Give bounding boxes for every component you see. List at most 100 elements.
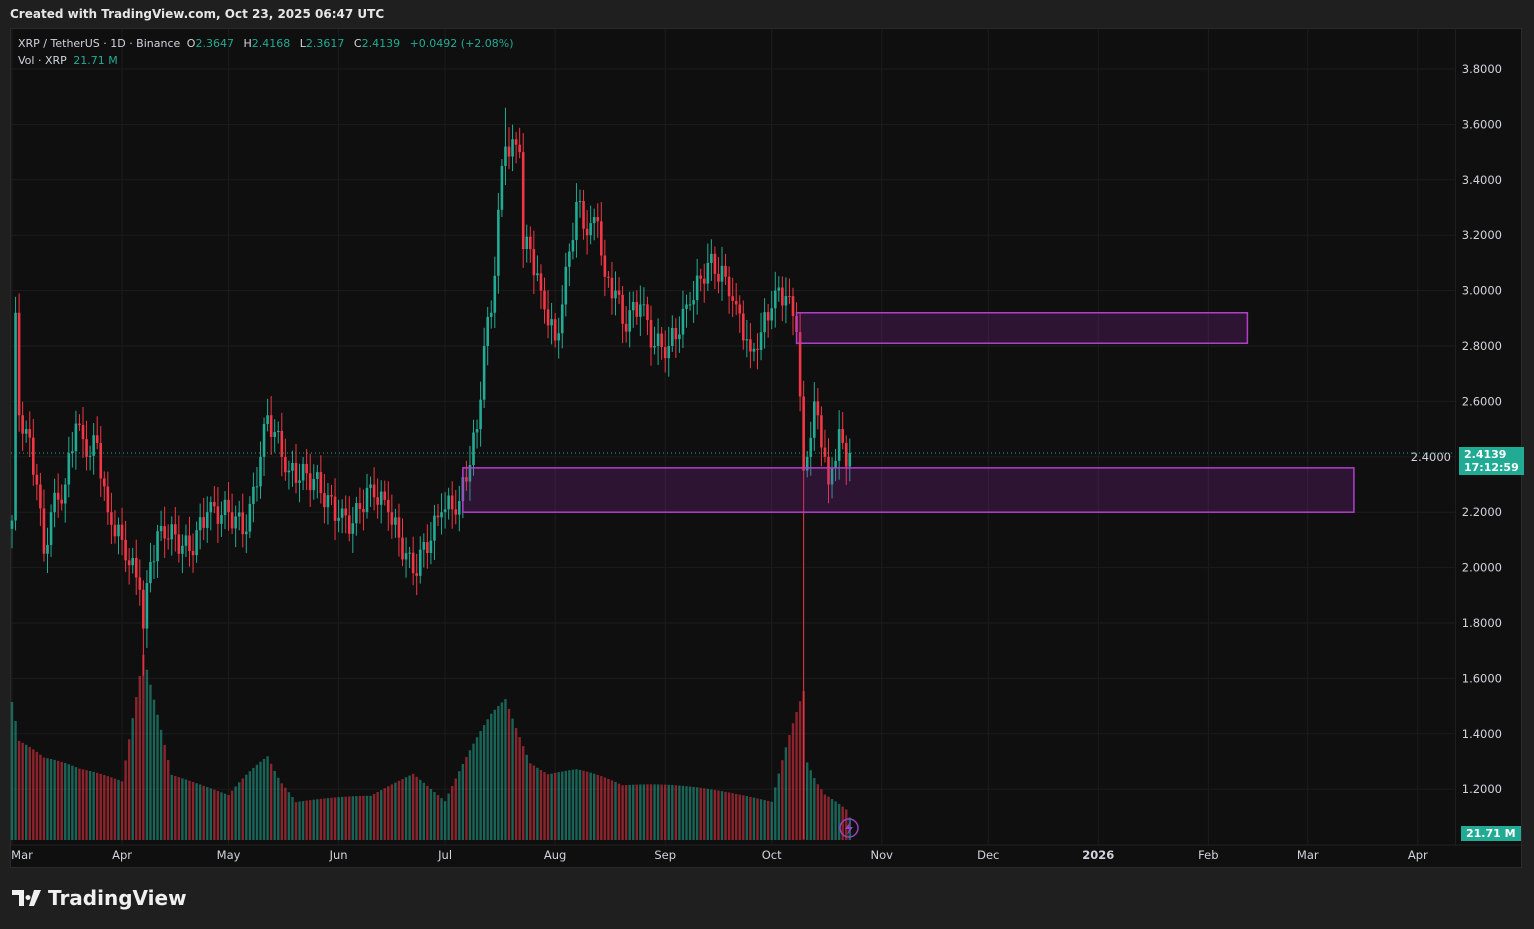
volume-bar xyxy=(266,756,269,840)
candle-body xyxy=(667,346,671,359)
candle-body xyxy=(252,486,255,504)
volume-bar xyxy=(671,785,674,840)
candle-body xyxy=(95,435,99,443)
volume-bar xyxy=(465,757,468,840)
candle-body xyxy=(649,319,653,348)
volume-bar xyxy=(273,770,276,840)
volume-bar xyxy=(568,770,571,840)
supply-demand-zone xyxy=(795,312,1249,344)
volume-bar xyxy=(752,797,756,840)
price-tick-label: 1.8000 xyxy=(1462,616,1502,630)
tradingview-logo[interactable]: TradingView xyxy=(12,886,187,910)
volume-bar xyxy=(376,791,379,840)
volume-bar xyxy=(287,792,291,840)
volume-bar xyxy=(387,786,390,840)
volume-bar xyxy=(191,781,195,840)
candle-body xyxy=(88,455,92,457)
candle-body xyxy=(450,495,454,510)
volume-bar xyxy=(309,800,312,840)
price-tick-label: 2.4000 xyxy=(1411,450,1451,464)
candle-body xyxy=(166,538,170,540)
volume-bar xyxy=(181,778,184,840)
candle-body xyxy=(127,560,131,566)
candle-body xyxy=(699,275,702,279)
candle-body xyxy=(184,535,188,546)
axes: 3.8000 3.6000 3.4000 3.2000 3.0000 2.8000 2.60… xyxy=(11,62,1521,862)
candle-body xyxy=(720,265,724,282)
tradingview-logo-icon xyxy=(12,890,41,906)
volume-bar xyxy=(543,772,546,840)
candle-body xyxy=(376,497,379,505)
candle-body xyxy=(678,334,681,340)
candle-body xyxy=(546,309,550,326)
candle-body xyxy=(188,535,191,551)
time-tick-label: Apr xyxy=(112,848,132,862)
top-bar: Created with TradingView.com, Oct 23, 20… xyxy=(0,0,1534,28)
volume-bar xyxy=(749,796,752,840)
volume-bar xyxy=(678,785,681,840)
volume-bar xyxy=(813,777,816,840)
candle-body xyxy=(262,423,266,457)
candle-body xyxy=(745,339,749,341)
volume-bar xyxy=(525,754,528,840)
candle-body xyxy=(163,526,166,539)
candle-body xyxy=(145,583,149,629)
candle-body xyxy=(220,515,223,524)
volume-bar xyxy=(784,747,788,840)
candle-body xyxy=(688,304,692,306)
candle-body xyxy=(316,472,319,479)
volume-bar xyxy=(656,784,660,840)
price-tick-label: 3.6000 xyxy=(1462,117,1502,131)
volume-bar xyxy=(468,750,472,840)
candle-body xyxy=(589,223,592,236)
candle-body xyxy=(525,236,529,250)
ohlc-row: XRP / TetherUS · 1D · Binance O2.3647 H2… xyxy=(18,35,517,52)
candle-body xyxy=(550,319,553,326)
volume-bar xyxy=(447,793,450,840)
candle-body xyxy=(742,313,745,341)
volume-bar xyxy=(745,796,749,840)
volume-bar xyxy=(74,767,78,840)
volume-bar xyxy=(32,749,35,840)
volume-bar xyxy=(316,799,319,840)
volume-bar xyxy=(816,784,820,840)
candle-body xyxy=(92,435,95,456)
volume-bar xyxy=(766,800,770,840)
last-price: 2.4139 xyxy=(1464,448,1507,461)
volume-bar xyxy=(479,731,482,840)
price-tick-label: 1.4000 xyxy=(1462,727,1502,741)
candle-body xyxy=(117,524,120,537)
volume-bar xyxy=(795,711,798,840)
candle-body xyxy=(152,561,156,563)
volume-bar xyxy=(486,719,489,840)
volume-bar xyxy=(585,771,589,840)
time-tick-label: Mar xyxy=(1297,848,1319,862)
volume-bar xyxy=(291,797,294,840)
volume-bar xyxy=(482,725,486,840)
chart-panel[interactable] xyxy=(10,28,1522,868)
candle-body xyxy=(610,277,614,299)
candle-body xyxy=(429,540,433,554)
lightning-icon[interactable] xyxy=(839,818,859,838)
candle-body xyxy=(475,429,479,433)
volume-bar xyxy=(110,777,113,840)
candle-body xyxy=(294,462,298,483)
price-axis-divider xyxy=(1455,28,1456,845)
candle-body xyxy=(844,442,848,467)
volume-bar xyxy=(17,740,21,840)
volume-bar xyxy=(841,806,844,840)
candle-body xyxy=(291,462,294,471)
volume-bar xyxy=(571,769,575,840)
candle-body xyxy=(49,512,53,545)
volume-bar xyxy=(504,699,507,840)
low-value: 2.3617 xyxy=(305,37,345,50)
volume-bar xyxy=(131,718,134,840)
candle-body xyxy=(401,537,404,560)
time-tick-label: Jul xyxy=(437,848,452,862)
candle-body xyxy=(241,512,245,535)
volume-label[interactable]: Vol · XRP xyxy=(18,54,67,67)
symbol-label[interactable]: XRP / TetherUS · 1D · Binance xyxy=(18,37,181,50)
volume-bar xyxy=(735,793,738,840)
zones xyxy=(462,312,1355,513)
